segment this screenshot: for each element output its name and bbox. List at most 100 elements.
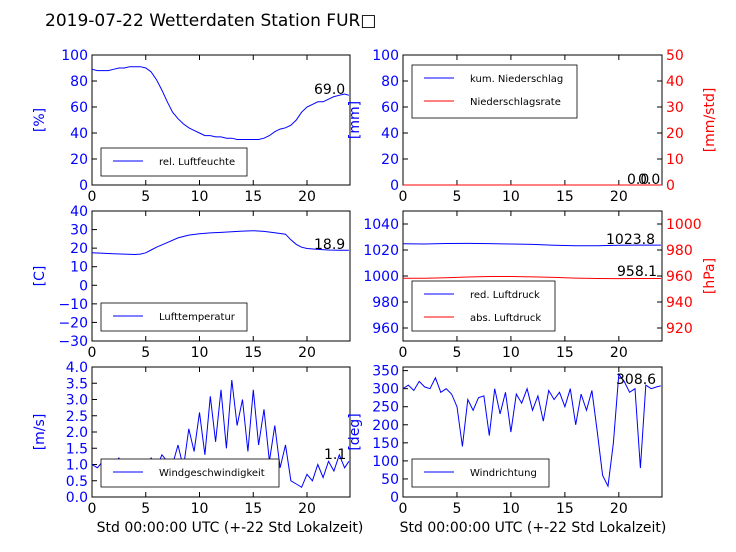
y-tick-label: 80 — [70, 74, 88, 90]
y-tick-label-right: 30 — [666, 100, 684, 116]
y-tick-label-right: 20 — [666, 126, 684, 142]
y-axis-label: [mm] — [347, 101, 363, 139]
series-line-1 — [91, 66, 350, 140]
x-tick-label: 5 — [452, 345, 461, 361]
x-tick-label: 0 — [88, 345, 97, 361]
y-tick-label-right: 960 — [666, 269, 693, 285]
y-tick-label: 10 — [70, 260, 88, 276]
x-tick-label: 20 — [298, 345, 316, 361]
x-tick-label: 10 — [191, 345, 209, 361]
y-tick-label: 100 — [372, 48, 399, 64]
x-tick-label: 5 — [452, 189, 461, 205]
y-tick-label: 0 — [390, 490, 399, 506]
series-line-1 — [402, 372, 662, 488]
y-tick-label: 1.0 — [66, 458, 88, 474]
x-tick-label: 15 — [556, 345, 574, 361]
x-tick-label: 20 — [610, 345, 628, 361]
value-readout-1: 0.0 — [627, 172, 649, 188]
x-tick-label: 20 — [610, 501, 628, 517]
x-tick-label: 10 — [502, 189, 520, 205]
y-axis-label: [C] — [32, 266, 48, 287]
series-line-2 — [402, 276, 661, 280]
y-tick-label: 2.5 — [66, 409, 88, 425]
series-line-1 — [91, 230, 349, 256]
y-tick-label: 20 — [70, 241, 88, 257]
legend-label: Windrichtung — [470, 468, 537, 479]
y-tick-label: 100 — [61, 48, 88, 64]
y-tick-label: 350 — [372, 364, 399, 380]
y-tick-label: 50 — [381, 472, 399, 488]
panel-6: 0 5 10 15 20050100150200250300350[deg]Windri… — [347, 364, 663, 517]
x-tick-label: 15 — [556, 501, 574, 517]
y-tick-label: 3.0 — [66, 393, 88, 409]
y-tick-label: −20 — [58, 315, 88, 331]
value-readout-2: 958.1 — [617, 264, 657, 280]
y-tick-label: 150 — [372, 436, 399, 452]
y-tick-label: −30 — [58, 334, 88, 350]
y-tick-label: 1000 — [363, 269, 399, 285]
legend-box — [100, 458, 280, 488]
x-tick-label: 5 — [141, 345, 150, 361]
legend-label: red. Luftdruck — [470, 290, 540, 301]
legend-label: Niederschlagsrate — [470, 97, 561, 108]
y-tick-label: 30 — [70, 223, 88, 239]
x-tick-label: 5 — [141, 189, 150, 205]
legend-box — [411, 458, 550, 488]
y-tick-label: 980 — [372, 295, 399, 311]
x-tick-label: 0 — [399, 189, 408, 205]
legend-label: abs. Luftdruck — [470, 313, 541, 324]
y-axis-label: [m/s] — [32, 414, 48, 451]
panel-2: 0 5 10 15 20 0 20 40 60 80 100 0 10 20 30 40 50 [mm] [mm/s… — [347, 48, 718, 205]
x-tick-label: 15 — [244, 501, 262, 517]
x-tick-label: 15 — [244, 189, 262, 205]
y-tick-label: 20 — [381, 152, 399, 168]
y-tick-label: 1.5 — [66, 441, 88, 457]
legend-box — [100, 302, 248, 332]
x-tick-label: 10 — [502, 345, 520, 361]
figure-title: 2019-07-22 Wetterdaten Station FUR□ — [45, 11, 376, 31]
y-tick-label: 100 — [372, 454, 399, 470]
value-readout: 69.0 — [314, 82, 345, 98]
legend-box — [411, 64, 578, 119]
y-tick-label: 0 — [390, 178, 399, 194]
y-tick-label: 1040 — [363, 217, 399, 233]
legend-label: Windgeschwindigkeit — [159, 468, 265, 479]
y-tick-label: 60 — [70, 100, 88, 116]
legend-box — [411, 280, 556, 332]
y-tick-label: 40 — [70, 204, 88, 220]
x-tick-label: 5 — [452, 501, 461, 517]
y-tick-label-right: 940 — [666, 295, 693, 311]
y-tick-label: 4.0 — [66, 360, 88, 376]
y-tick-label-right: 10 — [666, 152, 684, 168]
y-tick-label: 0 — [79, 178, 88, 194]
panel-5: 0 5 10 15 20 0.00.51.01.52.02.53.03.54.0 [m/s]… — [32, 360, 351, 517]
panel-1: 0 5 10 15 20 0 20 40 60 80 100 [%] rel. Luftfeuchte 6… — [32, 48, 351, 205]
y-tick-label-right: 920 — [666, 321, 693, 337]
panel-3: 0 5 10 15 20 −30 −20 −10 0 10 20 30 40 [C] Lufttempera… — [32, 204, 351, 361]
value-readout-2: 0.0 — [638, 172, 660, 188]
y-tick-label: 3.5 — [66, 376, 88, 392]
x-tick-label: 20 — [610, 189, 628, 205]
y-axis-label: [deg] — [347, 413, 363, 450]
value-readout: 18.9 — [314, 237, 345, 253]
x-tick-label: 5 — [141, 501, 150, 517]
y-tick-label: 0.0 — [66, 490, 88, 506]
y-tick-label-right: 50 — [666, 48, 684, 64]
x-tick-label: 10 — [502, 501, 520, 517]
y-tick-label: 40 — [381, 126, 399, 142]
series-line-1 — [402, 242, 661, 247]
y-tick-label: 0 — [79, 278, 88, 294]
x-tick-label: 15 — [244, 345, 262, 361]
x-tick-label: 0 — [399, 501, 408, 517]
y-tick-label: −10 — [58, 297, 88, 313]
x-tick-label: 20 — [298, 189, 316, 205]
x-tick-label: 0 — [399, 345, 408, 361]
x-tick-label: 0 — [88, 501, 97, 517]
x-tick-label: 10 — [191, 501, 209, 517]
y-tick-label-right: 0 — [666, 178, 675, 194]
y-tick-label: 60 — [381, 100, 399, 116]
y-tick-label: 20 — [70, 152, 88, 168]
legend-label: kum. Niederschlag — [470, 74, 563, 85]
